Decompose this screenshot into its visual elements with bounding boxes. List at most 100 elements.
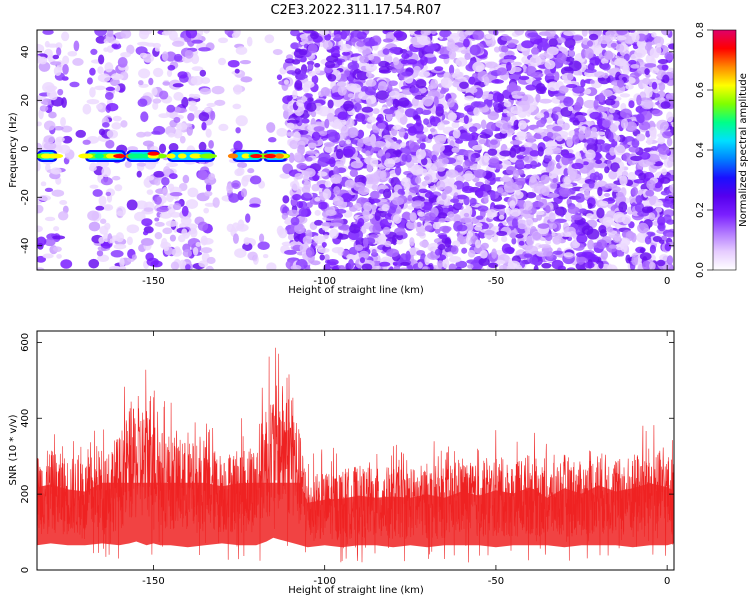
heatmap-cell: [650, 145, 659, 151]
heatmap-cell: [511, 66, 522, 73]
heatmap-cell: [105, 86, 116, 91]
heatmap-cell: [365, 79, 377, 87]
heatmap-cell: [186, 125, 193, 136]
heatmap-cell: [486, 121, 496, 132]
heatmap-cell: [240, 188, 248, 198]
heatmap-cell: [294, 172, 304, 180]
heatmap-cell: [320, 86, 331, 97]
heatmap-cell: [56, 47, 62, 56]
heatmap-frame: [36, 29, 675, 271]
heatmap-cell: [455, 112, 465, 119]
heatmap-cell: [96, 250, 104, 257]
heatmap-cell: [305, 150, 318, 155]
heatmap-cell: [356, 70, 369, 81]
heatmap-cell: [562, 122, 570, 131]
heatmap-cell: [501, 45, 509, 53]
heatmap-cell: [333, 36, 342, 42]
heatmap-cell: [324, 254, 330, 261]
heatmap-cell: [198, 141, 207, 152]
heatmap-cell: [537, 223, 550, 229]
heatmap-cell: [197, 170, 208, 180]
heatmap-cell: [340, 43, 352, 53]
heatmap-cell: [662, 214, 672, 223]
heatmap-cell: [37, 267, 45, 270]
heatmap-cell: [516, 131, 527, 139]
heatmap-cell: [100, 218, 107, 224]
heatmap-cell: [394, 227, 406, 236]
heatmap-cell: [197, 221, 209, 232]
heatmap-cell: [307, 96, 314, 102]
heatmap-cell: [567, 206, 580, 214]
snr-frame: [36, 330, 675, 571]
figure-title: C2E3.2022.311.17.54.R07: [270, 3, 441, 18]
heatmap-cell: [437, 259, 443, 269]
heatmap-cell: [514, 30, 525, 36]
heatmap-cell: [486, 93, 495, 100]
heatmap-cell: [173, 53, 183, 62]
heatmap-cell: [392, 124, 402, 130]
heatmap-cell: [421, 157, 428, 166]
heatmap-cell: [584, 261, 595, 269]
heatmap-cell: [455, 57, 468, 67]
heatmap-cell: [598, 35, 611, 45]
heatmap-cell: [602, 216, 614, 226]
heatmap-cell: [435, 165, 446, 172]
heatmap-cell: [214, 99, 226, 106]
heatmap-cell: [347, 61, 360, 71]
heatmap-cell: [373, 235, 387, 245]
heatmap-cell: [408, 30, 416, 36]
heatmap-cell: [276, 225, 284, 236]
heatmap-cell: [276, 74, 283, 81]
heatmap-cell: [355, 112, 366, 122]
heatmap-cell: [162, 186, 168, 197]
heatmap-cell: [467, 87, 478, 94]
y-tick-label: 0: [20, 567, 31, 573]
heatmap-cell: [556, 118, 564, 126]
heatmap-cell: [518, 240, 525, 246]
heatmap-cell: [210, 110, 216, 121]
heatmap-cell: [233, 84, 243, 95]
heatmap-cell: [618, 201, 628, 213]
heatmap-cell: [600, 250, 608, 260]
heatmap-cell: [614, 57, 628, 67]
heatmap-cell: [513, 266, 524, 270]
heatmap-cell: [324, 33, 332, 41]
heatmap-cell: [424, 46, 436, 53]
heatmap-cell: [266, 122, 276, 133]
heatmap-cell: [459, 217, 472, 223]
heatmap-cell: [615, 43, 625, 53]
heatmap-cell: [245, 213, 251, 223]
heatmap-cell: [470, 153, 476, 163]
heatmap-cell: [530, 47, 540, 55]
heatmap-cell: [139, 52, 148, 58]
heatmap-cell: [665, 232, 674, 238]
heatmap-cell: [606, 226, 614, 233]
heatmap-cell: [234, 248, 247, 258]
heatmap-cell: [566, 267, 576, 270]
heatmap-cell: [206, 256, 216, 265]
heatmap-cell: [106, 129, 119, 139]
heatmap-cell: [290, 264, 302, 270]
heatmap-cell: [546, 131, 554, 138]
heatmap-cell: [58, 144, 71, 155]
heatmap-cell: [451, 147, 460, 153]
heatmap-cell: [291, 199, 297, 206]
heatmap-cell: [290, 216, 300, 226]
heatmap-cell: [185, 264, 191, 270]
heatmap-cell: [152, 42, 162, 49]
heatmap-cell: [415, 118, 422, 127]
heatmap-cell: [283, 79, 289, 85]
heatmap-cell: [347, 258, 354, 270]
heatmap-cell: [463, 212, 470, 218]
heatmap-cell: [87, 210, 100, 221]
heatmap-cell: [431, 154, 437, 162]
heatmap-cell: [535, 83, 546, 94]
heatmap-cell: [523, 253, 533, 258]
heatmap-cell: [434, 134, 447, 142]
heatmap-cell: [515, 233, 524, 239]
heatmap-cell: [595, 106, 609, 112]
heatmap-cell: [161, 177, 170, 186]
heatmap-cell: [451, 184, 458, 191]
heatmap-cell: [615, 35, 627, 41]
heatmap-cell: [300, 36, 309, 43]
